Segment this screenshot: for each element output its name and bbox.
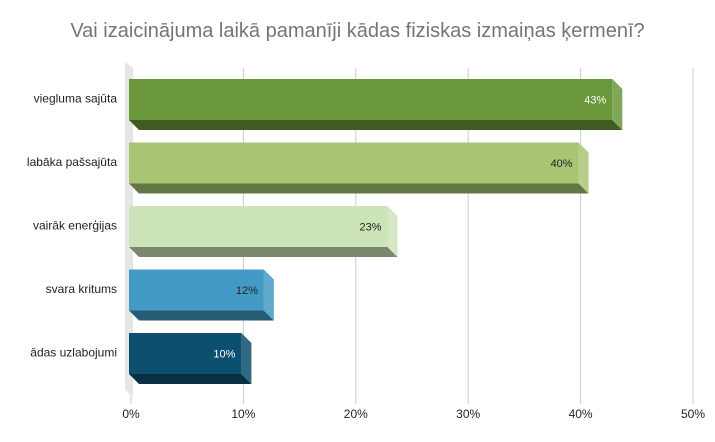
chart-title: Vai izaicinājuma laikā pamanīji kādas fi… [70, 20, 645, 42]
bar [129, 206, 398, 257]
category-label: viegluma sajūta [34, 92, 118, 106]
bar-end-face [241, 333, 252, 384]
bar [129, 333, 252, 384]
bar [129, 142, 589, 194]
bar [129, 269, 274, 321]
bar-front-face [129, 333, 242, 374]
bar-front-face [129, 206, 388, 247]
category-label: svara kritums [46, 282, 117, 296]
bar-front-face [129, 142, 579, 184]
category-label: vairāk enerģijas [33, 219, 117, 233]
x-tick-label: 40% [569, 407, 593, 421]
x-tick-label: 20% [344, 407, 368, 421]
bar [129, 79, 623, 130]
bar-bottom-face [129, 183, 589, 194]
bar-end-face [612, 79, 623, 130]
bar-bottom-face [129, 374, 252, 384]
data-label: 12% [236, 285, 258, 297]
bar-bottom-face [129, 120, 623, 130]
data-label: 40% [551, 158, 573, 170]
bar-end-face [578, 142, 589, 194]
category-label: labāka pašsajūta [27, 155, 117, 169]
bar-front-face [129, 269, 264, 311]
bar-end-face [263, 269, 274, 321]
data-label: 23% [359, 222, 381, 234]
x-tick-label: 0% [122, 407, 140, 421]
x-tick-label: 50% [681, 407, 705, 421]
x-tick-label: 10% [231, 407, 255, 421]
bar-bottom-face [129, 247, 398, 257]
data-label: 43% [584, 95, 606, 107]
x-tick-label: 30% [456, 407, 480, 421]
bar-bottom-face [129, 310, 274, 321]
bar-end-face [387, 206, 398, 257]
data-label: 10% [213, 349, 235, 361]
category-label: ādas uzlabojumi [30, 346, 117, 360]
bar-front-face [129, 79, 613, 120]
